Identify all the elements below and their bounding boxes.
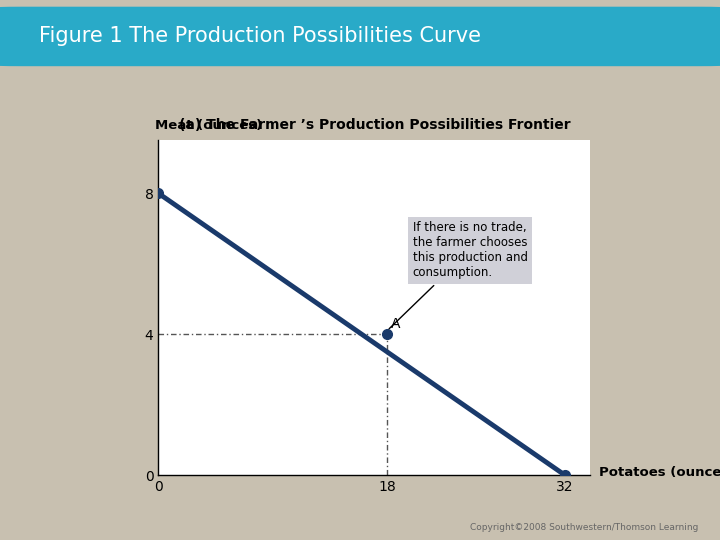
Text: A: A (391, 318, 400, 332)
Text: Potatoes (ounces): Potatoes (ounces) (599, 466, 720, 479)
Text: If there is no trade,
the farmer chooses
this production and
consumption.: If there is no trade, the farmer chooses… (389, 221, 528, 329)
Text: Copyright©2008 Southwestern/Thomson Learning: Copyright©2008 Southwestern/Thomson Lear… (470, 523, 698, 532)
FancyBboxPatch shape (0, 6, 720, 66)
Text: Meat (ounces): Meat (ounces) (155, 119, 262, 132)
Text: Figure 1 The Production Possibilities Curve: Figure 1 The Production Possibilities Cu… (39, 26, 480, 46)
Text: (a) The Farmer ’s Production Possibilities Frontier: (a) The Farmer ’s Production Possibiliti… (179, 118, 570, 132)
